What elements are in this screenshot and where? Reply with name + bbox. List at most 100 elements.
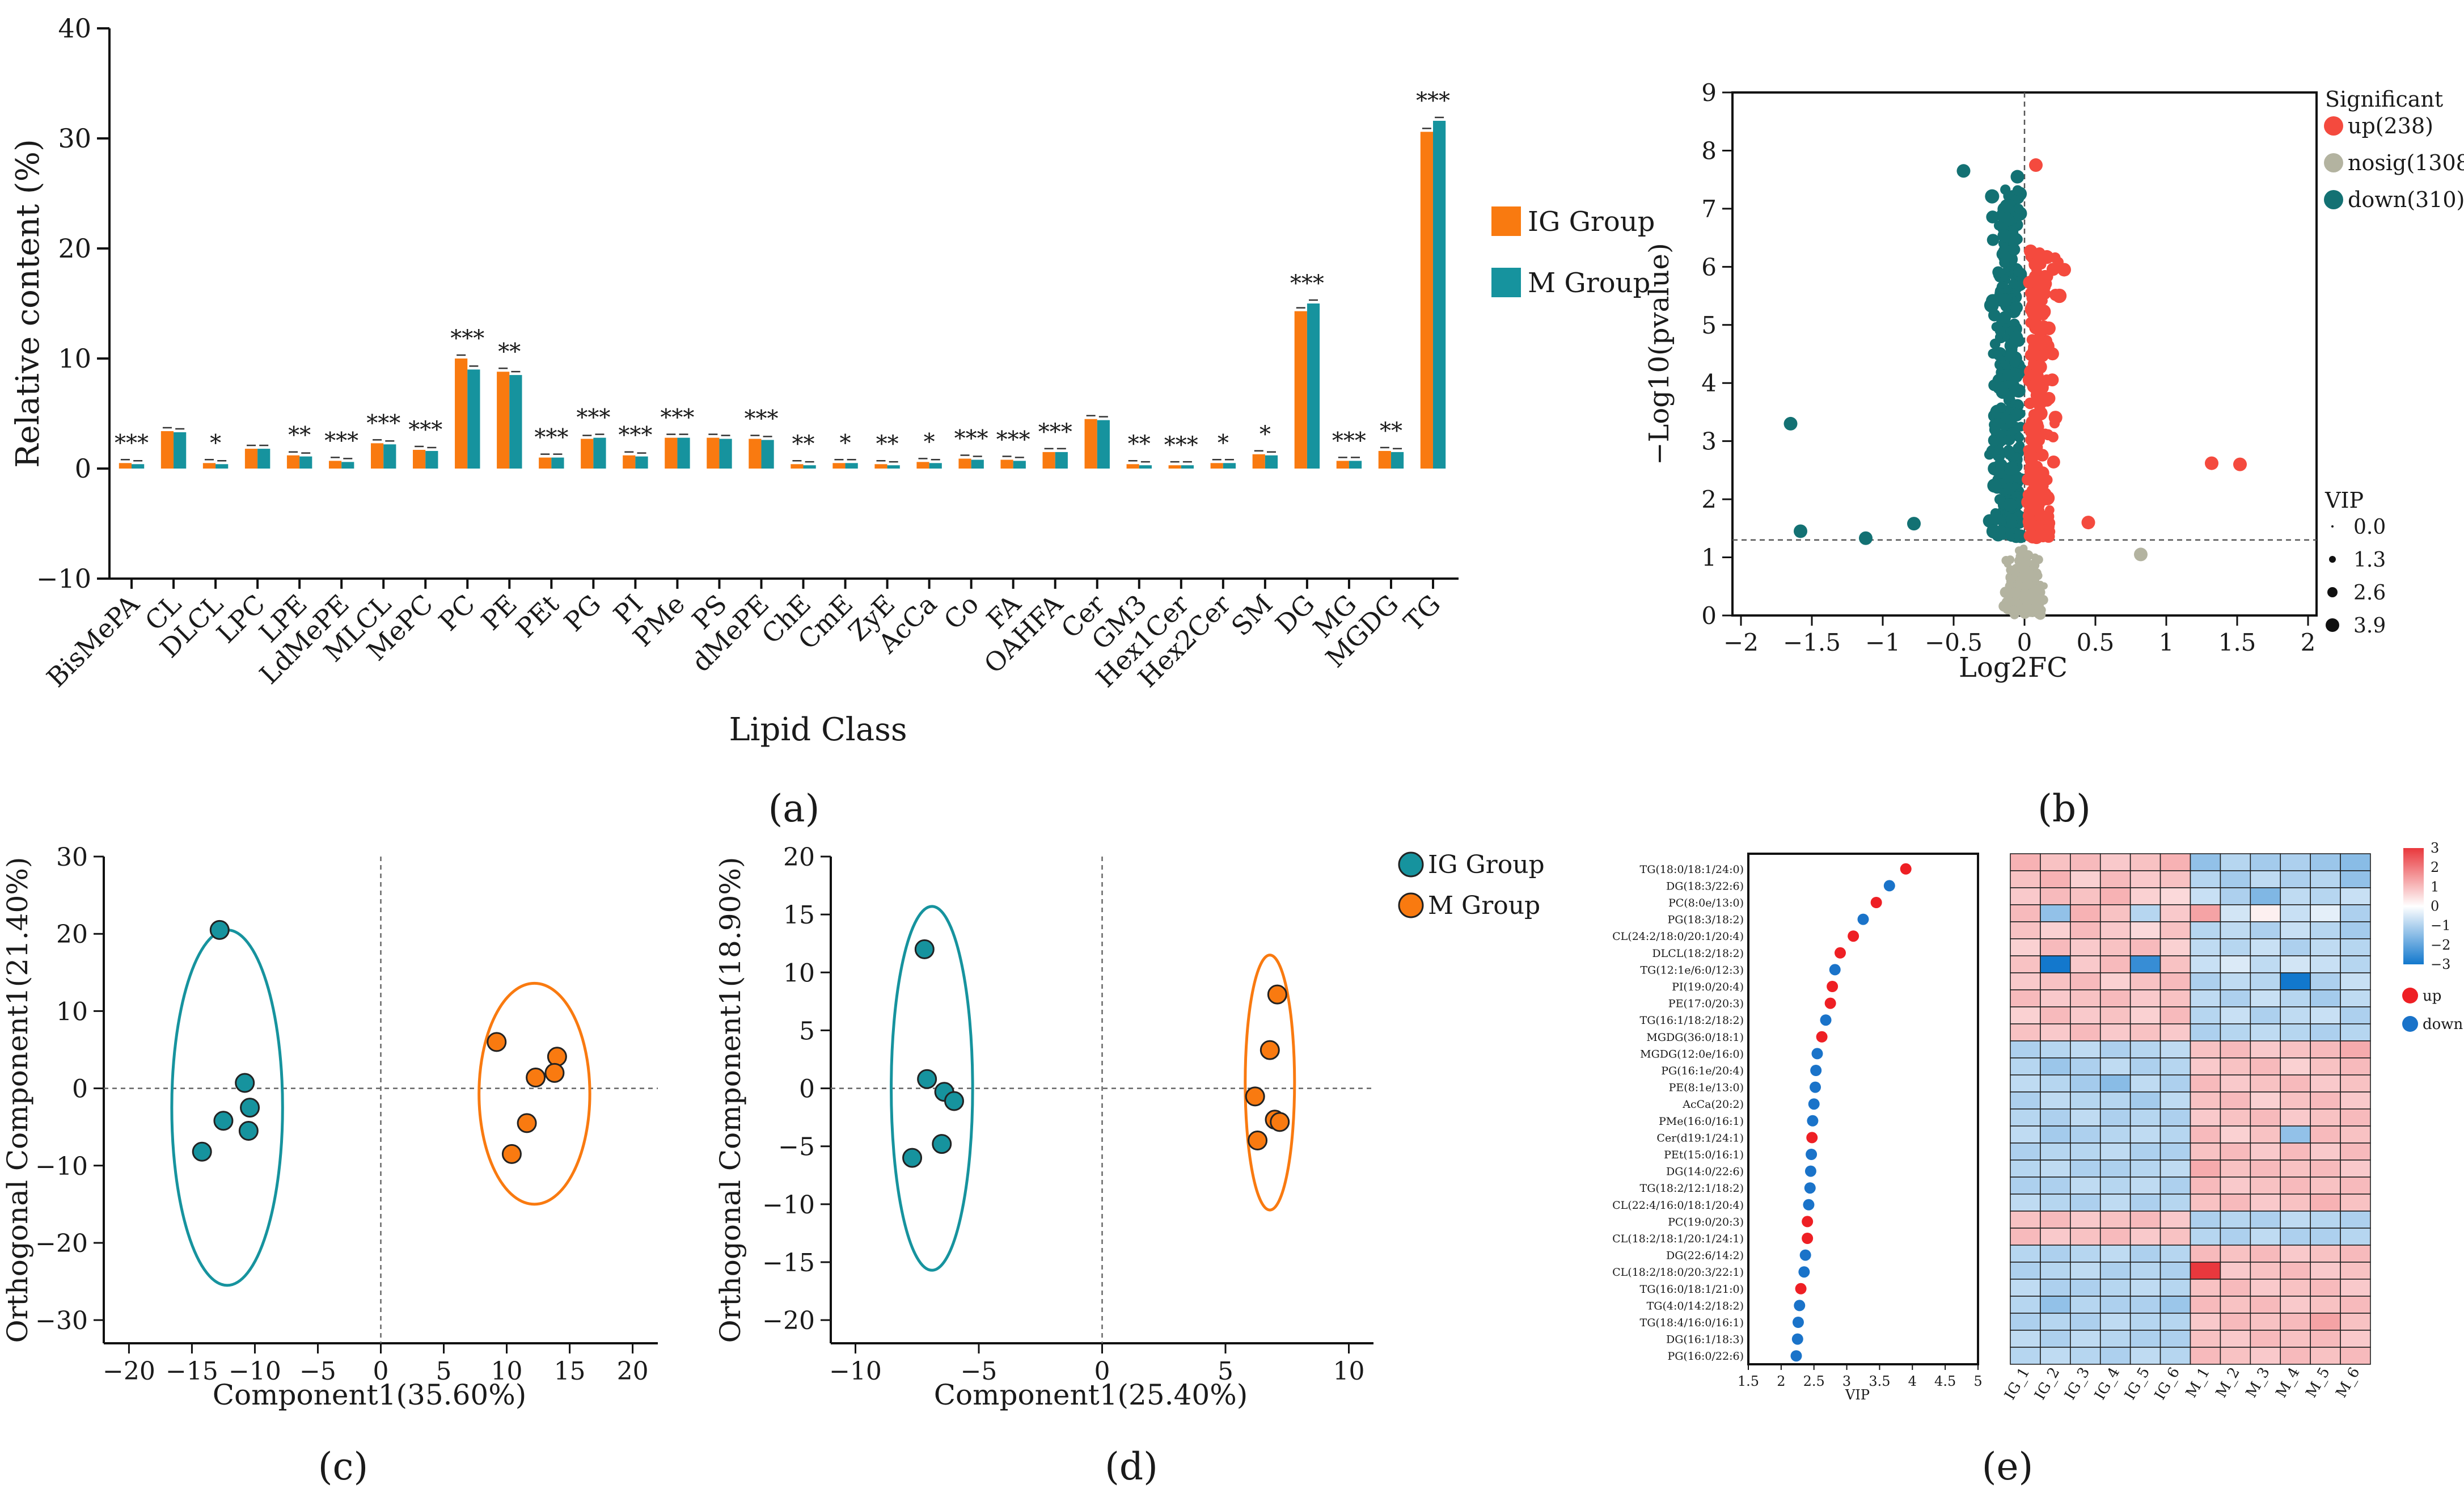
y-tick-label: 15 [783, 901, 815, 930]
heatmap-cell [2340, 1142, 2371, 1161]
heatmap-column-label: M_1 [2183, 1365, 2213, 1401]
point-down [2012, 185, 2023, 196]
bar-m-SM [1265, 455, 1278, 469]
heatmap-cell [2190, 887, 2221, 905]
legend-dot-0 [1398, 851, 1424, 878]
heatmap-cell [2129, 1228, 2161, 1246]
bar-ig-ChE [791, 464, 804, 469]
bar-ig-Co [958, 458, 971, 469]
category-label-DG: DG [1269, 589, 1320, 640]
heatmap-cell [2099, 887, 2131, 905]
heatmap-cell [2190, 1074, 2221, 1093]
heatmap-cell [2310, 904, 2341, 922]
heatmap-cell [2040, 1245, 2071, 1263]
heatmap-cell [2129, 1108, 2161, 1127]
significance-PG: *** [576, 405, 610, 431]
vip-row-label: DLCL(18:2/18:2) [1652, 947, 1744, 960]
category-label-BisMePA: BisMePA [41, 588, 146, 693]
point-up [2034, 393, 2048, 407]
heatmap-cell [2099, 1125, 2131, 1144]
point-down [2004, 461, 2018, 476]
heatmap-cell [2040, 853, 2071, 871]
heatmap-cell [2310, 938, 2341, 956]
sample-point-1 [1245, 1086, 1265, 1107]
heatmap-column-label: IG_1 [2001, 1365, 2033, 1403]
heatmap-cell [2220, 921, 2251, 939]
heatmap-cell [2129, 1159, 2161, 1178]
heatmap-cell [2190, 1091, 2221, 1110]
vip-legend-title: VIP [2324, 488, 2364, 513]
point-up [2046, 263, 2060, 276]
point-up [2048, 432, 2059, 442]
x-tick-label: 4.5 [1934, 1373, 1956, 1389]
significance-ZyE: ** [876, 431, 899, 457]
heatmap-cell [2220, 1228, 2251, 1246]
heatmap-cell [2070, 1176, 2101, 1195]
heatmap-cell [2010, 1245, 2041, 1263]
heatmap-cell [2010, 921, 2041, 939]
heatmap-cell [2340, 1347, 2371, 1365]
heatmap-cell [2190, 1262, 2221, 1280]
x-axis-label: Component1(25.40%) [934, 1378, 1248, 1411]
heatmap-cell [2310, 1279, 2341, 1297]
vip-row-label: PMe(16:0/16:1) [1659, 1115, 1744, 1128]
y-tick-label: 10 [56, 997, 88, 1026]
bar-ig-LdMePE [328, 461, 342, 469]
heatmap-cell [2190, 1296, 2221, 1314]
vip-point-up [1795, 1283, 1807, 1294]
category-label-PC: PC [433, 589, 481, 637]
heatmap-cell [2099, 1006, 2131, 1024]
point-up [2040, 250, 2054, 264]
heatmap-cell [2040, 1279, 2071, 1297]
point-down [1987, 478, 2002, 493]
heatmap-cell [2040, 904, 2071, 922]
heatmap-cell [2310, 921, 2341, 939]
point-down [2006, 348, 2017, 360]
heatmap-cell [2129, 1313, 2161, 1331]
heatmap-cell [2280, 904, 2311, 922]
sample-point-0 [192, 1141, 212, 1162]
heatmap-cell [2280, 1040, 2311, 1059]
heatmap-cell [2310, 1125, 2341, 1144]
heatmap-cell [2220, 955, 2251, 973]
heatmap-cell [2250, 1125, 2281, 1144]
point-down [2008, 279, 2018, 289]
heatmap-cell [2220, 904, 2251, 922]
heatmap-cell [2250, 853, 2281, 871]
heatmap-cell [2190, 1228, 2221, 1246]
bar-ig-Hex2Cer [1210, 463, 1223, 469]
vip-row-label: TG(12:1e/6:0/12:3) [1640, 964, 1744, 976]
heatmap-cell [2099, 1245, 2131, 1263]
legend-label-down: down(310) [2348, 187, 2464, 212]
bar-ig-PG [581, 438, 594, 469]
heatmap-cell [2310, 1313, 2341, 1331]
x-tick-label: −1.5 [1783, 629, 1841, 656]
heatmap-cell [2190, 1194, 2221, 1212]
y-tick-label: −10 [35, 1152, 88, 1181]
bar-ig-Cer [1084, 419, 1097, 469]
vip-frame [1747, 853, 1979, 1365]
point-down [2006, 518, 2018, 529]
heatmap-cell [2340, 955, 2371, 973]
heatmap-cell [2070, 904, 2101, 922]
point-up [2057, 263, 2071, 277]
y-tick-label: −20 [762, 1306, 815, 1335]
vip-point-down [1791, 1333, 1803, 1345]
heatmap-cell [2129, 1125, 2161, 1144]
vip-row-label: DG(22:6/14:2) [1666, 1250, 1744, 1262]
point-down [2009, 357, 2020, 368]
significance-DLCL: * [210, 430, 221, 456]
point-up [2025, 349, 2037, 361]
heatmap-cell [2190, 1245, 2221, 1263]
x-tick-label: 5 [436, 1357, 452, 1386]
point-down [2007, 243, 2021, 256]
point-up [2040, 428, 2050, 438]
point-down [1907, 517, 1921, 531]
sample-point-0 [238, 1120, 259, 1141]
point-up [2026, 435, 2036, 445]
heatmap-cell [2129, 1245, 2161, 1263]
heatmap-column-label: M_4 [2273, 1364, 2304, 1401]
y-tick-label: 40 [58, 13, 91, 44]
x-axis-label: Lipid Class [729, 711, 907, 748]
heatmap-cell [2190, 972, 2221, 990]
